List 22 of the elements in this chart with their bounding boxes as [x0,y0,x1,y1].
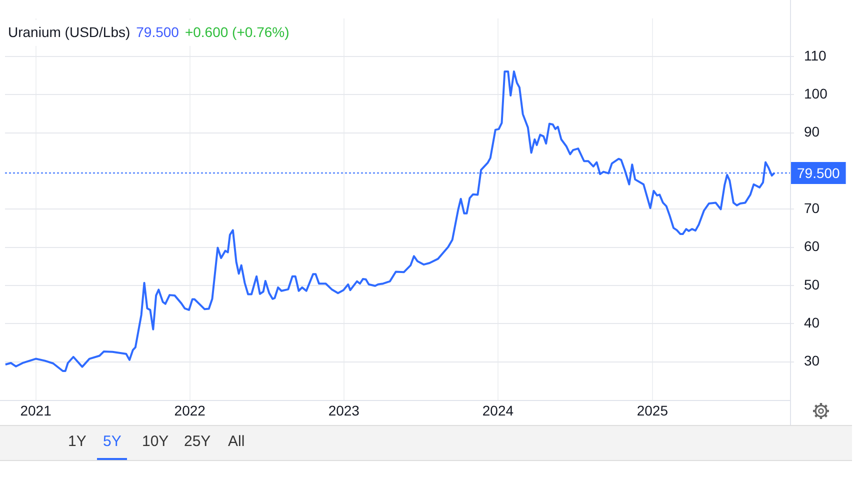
ref-line-label: 79.500 [797,164,840,181]
text: 1Y [67,432,88,452]
y-tick-label: 90 [804,124,820,140]
y-tick-label: 110 [804,47,827,64]
text: 5Y [97,426,128,460]
y-tick-label: 30 [804,352,820,369]
x-tick-label: 2024 [482,402,514,418]
text: 25Y [183,432,212,452]
y-tick-label: 70 [804,200,820,216]
text: 10Y [141,432,170,452]
x-tick-label: 2022 [174,402,206,418]
chart-title: Uranium (USD/Lbs) [8,24,130,40]
x-tick-label: 2023 [328,402,360,418]
text: All [227,432,246,452]
annotation: 79.500 [136,24,180,40]
y-tick-label: 40 [804,314,820,331]
y-tick-label: 60 [804,238,820,254]
annotation: +0.600 (+0.76%) [184,24,290,40]
x-tick-label: 2021 [20,402,52,418]
y-tick-label: 100 [804,86,828,102]
x-tick-label: 2025 [636,402,668,418]
y-tick-label: 50 [804,276,820,292]
